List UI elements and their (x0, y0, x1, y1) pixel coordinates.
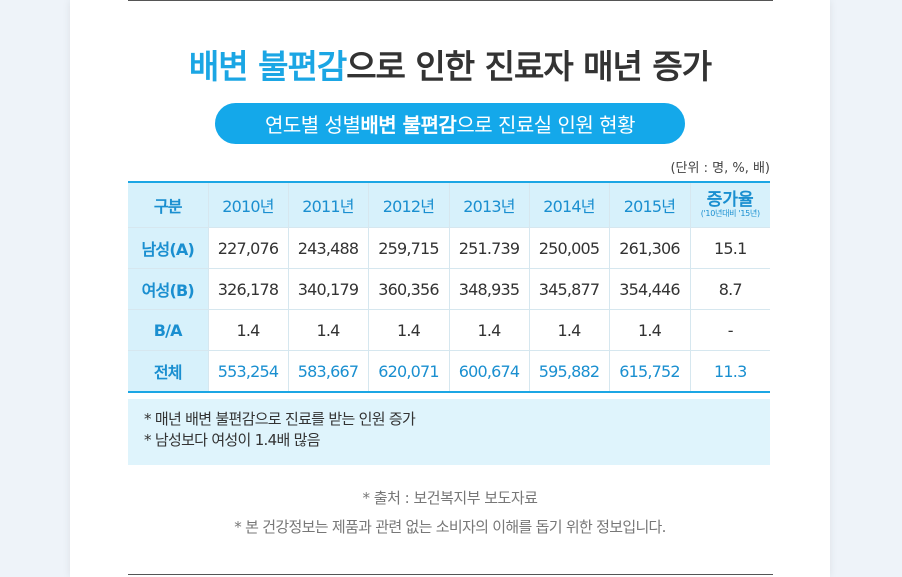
header-year: 2013년 (449, 182, 530, 228)
growth-rate-sublabel: ('10년대비 '15년) (700, 209, 760, 218)
table-cell: 250,005 (529, 227, 610, 269)
header-year: 2010년 (208, 182, 289, 228)
table-cell: 354,446 (609, 268, 691, 310)
bottom-divider (128, 574, 773, 575)
row-label: 전체 (128, 350, 209, 393)
row-label: 남성(A) (128, 227, 209, 269)
title-highlight: 배변 불편감 (188, 47, 347, 86)
note-line: * 남성보다 여성이 1.4배 많음 (144, 431, 321, 449)
table-cell: 1.4 (208, 309, 289, 351)
row-label: 여성(B) (128, 268, 209, 310)
table-row: 여성(B) 326,178 340,179 360,356 348,935 34… (128, 268, 770, 310)
row-label: B/A (128, 309, 209, 351)
growth-rate-label: 증가율 (706, 190, 754, 210)
notes-box: * 매년 배변 불편감으로 진료를 받는 인원 증가 * 남성보다 여성이 1.… (128, 399, 770, 465)
content-card: 배변 불편감으로 인한 진료자 매년 증가 연도별 성별 배변 불편감 으로 진료… (70, 0, 830, 577)
table-row: 남성(A) 227,076 243,488 259,715 251.739 25… (128, 227, 770, 269)
header-category: 구분 (128, 182, 209, 228)
table-cell: 326,178 (208, 268, 289, 310)
subtitle-post: 으로 진료실 인원 현황 (456, 113, 635, 137)
note-line: * 매년 배변 불편감으로 진료를 받는 인원 증가 (144, 410, 416, 428)
header-year: 2015년 (609, 182, 691, 228)
growth-rate-cell: 11.3 (690, 350, 770, 393)
title-rest: 으로 인한 진료자 매년 증가 (346, 47, 712, 86)
table-cell: 583,667 (288, 350, 369, 393)
table-cell: 600,674 (449, 350, 530, 393)
unit-note: (단위 : 명, %, 배) (670, 161, 770, 176)
growth-rate-cell: 8.7 (690, 268, 770, 310)
table-cell: 261,306 (609, 227, 691, 269)
source-note: * 출처 : 보건복지부 보도자료 (362, 489, 538, 507)
patient-statistics-table: 구분 2010년 2011년 2012년 2013년 2014년 2015년 증… (128, 181, 770, 393)
header-growth-rate: 증가율 ('10년대비 '15년) (690, 182, 770, 228)
table-cell: 553,254 (208, 350, 289, 393)
table-cell: 227,076 (208, 227, 289, 269)
table-cell: 615,752 (609, 350, 691, 393)
subtitle-bold: 배변 불편감 (360, 113, 457, 137)
subtitle-badge: 연도별 성별 배변 불편감 으로 진료실 인원 현황 (215, 103, 685, 144)
table-cell: 340,179 (288, 268, 369, 310)
table-cell: 251.739 (449, 227, 530, 269)
table-header-row: 구분 2010년 2011년 2012년 2013년 2014년 2015년 증… (128, 182, 770, 228)
growth-rate-cell: - (690, 309, 770, 351)
table-cell: 259,715 (368, 227, 450, 269)
table-cell: 345,877 (529, 268, 610, 310)
table-cell: 1.4 (529, 309, 610, 351)
growth-rate-cell: 15.1 (690, 227, 770, 269)
header-year: 2012년 (368, 182, 450, 228)
table-row: B/A 1.4 1.4 1.4 1.4 1.4 1.4 - (128, 309, 770, 351)
page-title: 배변 불편감으로 인한 진료자 매년 증가 (70, 40, 830, 88)
table-row-total: 전체 553,254 583,667 620,071 600,674 595,8… (128, 350, 770, 393)
header-year: 2011년 (288, 182, 369, 228)
top-divider (128, 0, 773, 1)
table-cell: 620,071 (368, 350, 450, 393)
header-year: 2014년 (529, 182, 610, 228)
table-cell: 360,356 (368, 268, 450, 310)
table-cell: 348,935 (449, 268, 530, 310)
subtitle-pre: 연도별 성별 (264, 113, 361, 137)
table-cell: 1.4 (288, 309, 369, 351)
disclaimer-note: * 본 건강정보는 제품과 관련 없는 소비자의 이해를 돕기 위한 정보입니다… (234, 518, 666, 536)
table-cell: 1.4 (449, 309, 530, 351)
table-cell: 595,882 (529, 350, 610, 393)
table-cell: 1.4 (609, 309, 691, 351)
table-cell: 243,488 (288, 227, 369, 269)
table-cell: 1.4 (368, 309, 450, 351)
